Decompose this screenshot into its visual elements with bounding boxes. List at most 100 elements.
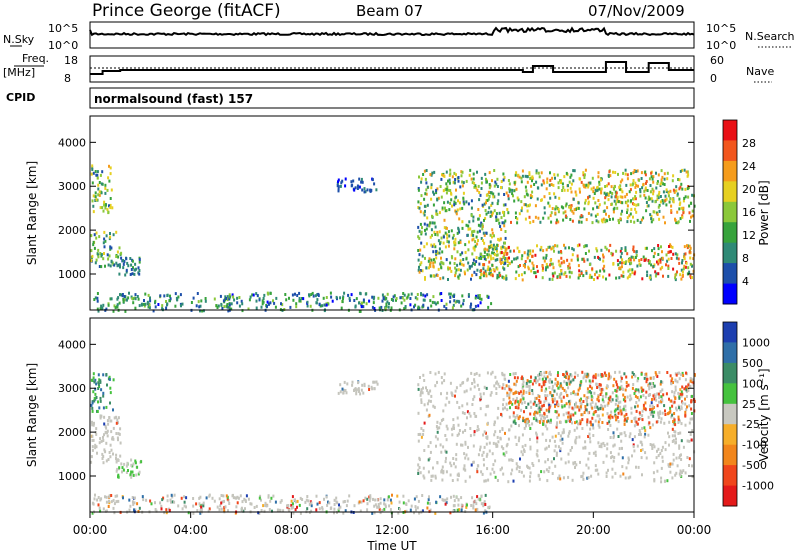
scatter-cell-1-5-388 xyxy=(624,388,627,392)
scatter-cell-1-1-55 xyxy=(112,437,115,441)
scatter-cell-0-6-123 xyxy=(628,214,631,218)
scatter-cell-0-1-47 xyxy=(90,249,93,253)
scatter-cell-0-3-31 xyxy=(360,177,363,181)
scatter-cell-1-4-899 xyxy=(641,426,644,430)
scatter-cell-0-6-324 xyxy=(517,198,520,202)
scatter-cell-0-6-146 xyxy=(624,195,627,199)
scatter-cell-1-4-247 xyxy=(544,447,547,451)
scatter-cell-0-4-180 xyxy=(496,276,499,280)
scatter-cell-1-4-758 xyxy=(451,479,454,482)
scatter-cell-1-5-321 xyxy=(528,392,531,395)
scatter-cell-1-4-347 xyxy=(444,449,447,453)
scatter-cell-0-5-127 xyxy=(568,275,571,279)
scatter-cell-0-6-196 xyxy=(524,185,527,189)
scatter-cell-1-5-245 xyxy=(548,405,551,409)
scatter-cell-0-6-275 xyxy=(559,179,561,183)
scatter-cell-1-4-465 xyxy=(466,416,468,420)
scatter-cell-0-7-188 xyxy=(94,296,97,300)
scatter-cell-1-4-589 xyxy=(452,418,455,422)
scatter-cell-0-4-522 xyxy=(496,177,499,181)
scatter-cell-0-5-162 xyxy=(500,247,503,251)
scatter-cell-0-6-525 xyxy=(618,185,621,189)
scatter-cell-1-6-0 xyxy=(475,502,478,506)
scatter-cell-1-5-118 xyxy=(665,392,668,396)
scatter-cell-0-4-441 xyxy=(440,236,443,240)
scatter-cell-1-4-890 xyxy=(653,445,656,449)
scatter-cell-0-5-333 xyxy=(492,268,495,271)
scatter-cell-0-0-20 xyxy=(91,181,94,185)
scatter-cell-0-1-22 xyxy=(103,252,105,255)
scatter-cell-1-4-31 xyxy=(686,439,689,443)
scatter-cell-1-4-573 xyxy=(431,474,434,478)
scatter-cell-0-6-405 xyxy=(691,209,694,213)
scatter-cell-1-4-618 xyxy=(612,459,615,463)
scatter-cell-1-4-118 xyxy=(563,380,566,384)
scatter-cell-1-4-348 xyxy=(420,435,423,439)
scatter-cell-1-1-45 xyxy=(107,422,110,426)
scatter-cell-1-4-32 xyxy=(422,429,425,433)
scatter-cell-0-6-221 xyxy=(518,175,521,179)
scatter-cell-1-6-406 xyxy=(236,501,239,505)
scatter-cell-1-1-15 xyxy=(109,443,112,447)
scatter-cell-0-4-279 xyxy=(436,230,439,234)
scatter-cell-1-4-63 xyxy=(445,424,448,428)
scatter-cell-0-6-428 xyxy=(513,181,516,185)
scatter-cell-0-7-181 xyxy=(198,305,201,309)
scatter-cell-0-4-240 xyxy=(474,244,477,248)
scatter-cell-0-4-27 xyxy=(441,173,443,177)
scatter-cell-1-2-38 xyxy=(132,473,135,477)
scatter-cell-1-6-204 xyxy=(306,495,309,498)
scatter-cell-0-5-415 xyxy=(532,249,534,253)
scatter-cell-0-5-4 xyxy=(632,245,635,249)
scatter-cell-1-6-70 xyxy=(346,499,349,503)
scatter-cell-1-3-24 xyxy=(339,383,342,387)
scatter-cell-0-3-38 xyxy=(361,188,364,192)
scatter-cell-0-6-394 xyxy=(625,201,628,205)
scatter-cell-0-6-468 xyxy=(625,192,628,196)
scatter-cell-0-7-306 xyxy=(432,295,435,299)
scatter-cell-0-4-124 xyxy=(417,206,420,209)
scatter-cell-1-1-41 xyxy=(116,418,119,422)
scatter-cell-1-6-229 xyxy=(369,494,372,498)
scatter-cell-1-6-395 xyxy=(231,494,234,498)
scatter-cell-0-5-83 xyxy=(677,257,680,261)
scatter-cell-1-4-667 xyxy=(537,459,540,463)
scatter-cell-0-6-454 xyxy=(657,173,660,177)
colorbar-tick-0-1: 8 xyxy=(742,252,749,265)
scatter-cell-0-7-308 xyxy=(166,303,168,307)
scatter-cell-0-4-46 xyxy=(451,175,454,179)
scatter-cell-1-6-61 xyxy=(187,511,190,515)
scatter-cell-1-1-30 xyxy=(110,448,113,452)
scatter-cell-1-4-511 xyxy=(591,400,594,404)
scatter-cell-1-4-317 xyxy=(486,452,489,456)
scatter-cell-1-0-44 xyxy=(105,373,108,376)
scatter-cell-1-4-716 xyxy=(651,447,654,450)
scatter-cell-1-5-544 xyxy=(538,406,541,410)
scatter-cell-1-5-273 xyxy=(524,420,527,424)
scatter-cell-1-1-68 xyxy=(113,416,116,420)
scatter-cell-0-5-197 xyxy=(598,274,601,278)
scatter-cell-1-4-382 xyxy=(655,456,658,460)
scatter-cell-1-1-28 xyxy=(103,433,105,437)
scatter-cell-0-5-118 xyxy=(584,244,587,248)
scatter-cell-1-1-59 xyxy=(103,448,106,452)
scatter-cell-1-4-724 xyxy=(644,373,647,376)
scatter-cell-0-7-392 xyxy=(306,300,309,304)
scatter-cell-0-6-170 xyxy=(617,200,620,204)
scatter-cell-1-5-326 xyxy=(521,401,524,405)
scatter-cell-0-7-343 xyxy=(422,298,425,302)
scatter-cell-1-4-873 xyxy=(502,452,505,456)
scatter-cell-0-5-19 xyxy=(523,251,526,255)
scatter-cell-1-5-379 xyxy=(611,398,614,402)
scatter-cell-1-4-753 xyxy=(515,443,518,446)
scatter-cell-1-5-150 xyxy=(593,391,596,395)
scatter-cell-0-4-181 xyxy=(431,221,434,225)
scatter-cell-1-4-688 xyxy=(503,453,506,457)
scatter-cell-1-3-19 xyxy=(372,380,375,384)
scatter-cell-1-0-25 xyxy=(102,406,105,410)
scatter-cell-0-6-362 xyxy=(529,221,532,225)
scatter-cell-0-6-235 xyxy=(613,199,616,203)
scatter-cell-1-6-82 xyxy=(465,505,468,509)
time-tick-label-1: 04:00 xyxy=(173,523,208,537)
scatter-cell-0-7-214 xyxy=(204,297,207,300)
